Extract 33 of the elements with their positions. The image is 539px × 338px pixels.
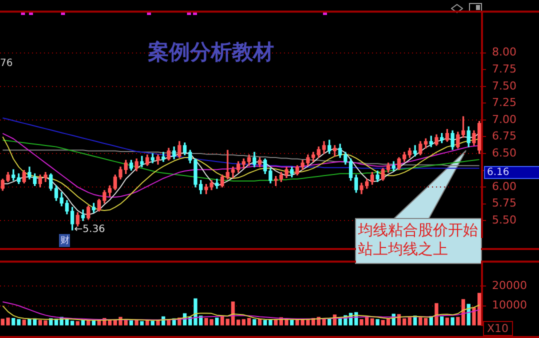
bar (12, 318, 16, 326)
bar (215, 318, 219, 326)
bar (445, 318, 450, 326)
annotation: 76 (0, 58, 13, 69)
y-tick-label: 7.50 (492, 79, 516, 92)
bar (16, 319, 21, 326)
bar (424, 318, 428, 326)
y-tick-label: 5.50 (492, 213, 516, 226)
bar (134, 320, 138, 326)
bar (252, 319, 256, 326)
bar (76, 321, 80, 326)
text: 案例分析教材 (148, 39, 274, 66)
y-tick-label: 7.75 (492, 62, 516, 76)
y-tick-label: 20000 (492, 279, 527, 292)
y-tick-label: 6.00 (492, 180, 516, 193)
y-tick-label: 8.00 (492, 46, 516, 59)
bar (376, 319, 380, 326)
bar (140, 321, 144, 326)
y-tick-label: 5.75 (492, 196, 516, 210)
annotation: 财 (59, 234, 70, 248)
y-tick-label: 6.50 (492, 146, 516, 160)
y-tick-label: 7.25 (492, 96, 516, 110)
bar (434, 303, 438, 326)
text: X10 (483, 321, 513, 336)
annotation: 均线粘合股价开始站上均线之上 (356, 219, 481, 263)
bar (440, 316, 444, 326)
bar (450, 317, 454, 326)
text: 6.16 (484, 166, 539, 179)
bar (22, 320, 26, 326)
annotation: ←5.36 (74, 224, 105, 236)
y-tick-label: 6.75 (492, 130, 516, 143)
y-tick-label: 10000 (492, 298, 527, 312)
y-tick-label: 7.00 (492, 112, 516, 126)
